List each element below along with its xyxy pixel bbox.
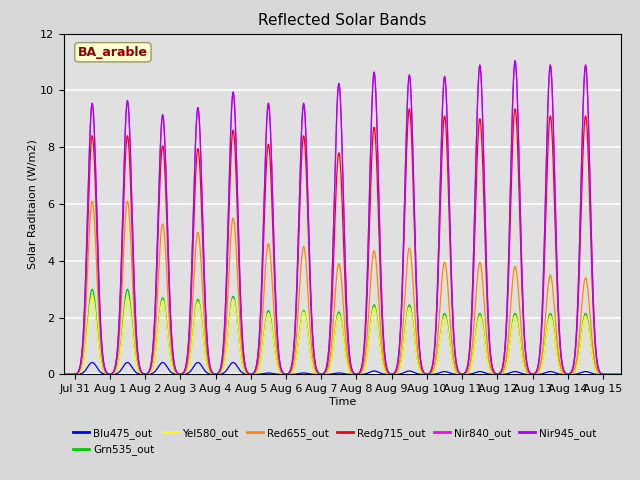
Legend: Blu475_out, Grn535_out, Yel580_out, Red655_out, Redg715_out, Nir840_out, Nir945_: Blu475_out, Grn535_out, Yel580_out, Red6… — [69, 424, 600, 459]
Text: BA_arable: BA_arable — [78, 46, 148, 59]
Y-axis label: Solar Raditaion (W/m2): Solar Raditaion (W/m2) — [28, 139, 37, 269]
X-axis label: Time: Time — [329, 397, 356, 407]
Title: Reflected Solar Bands: Reflected Solar Bands — [258, 13, 427, 28]
